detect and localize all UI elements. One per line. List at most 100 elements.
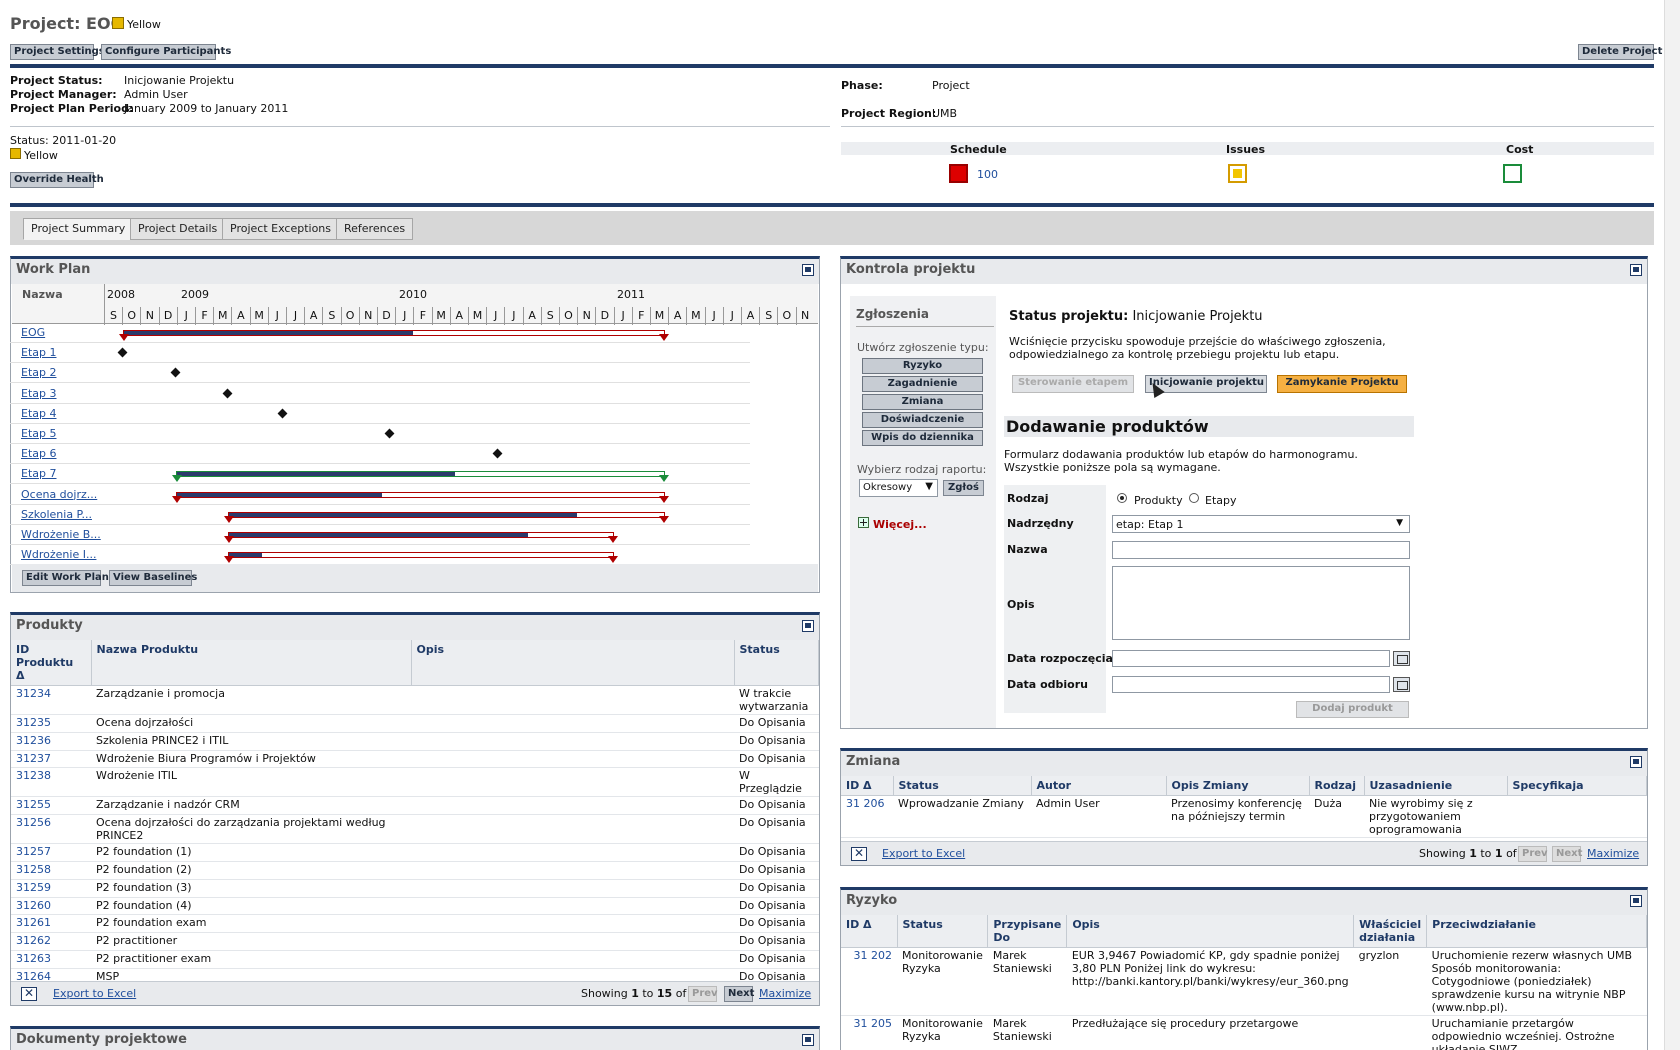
inicjowanie-projektu-button[interactable]: Inicjowanie projektu	[1145, 375, 1267, 393]
report-select[interactable]: Okresowy ▼	[859, 479, 938, 497]
gantt-bar[interactable]	[118, 330, 670, 341]
gantt-task-link[interactable]: Etap 4	[21, 406, 57, 420]
next-button[interactable]: Next	[724, 986, 754, 1002]
tab-references[interactable]: References	[336, 218, 414, 240]
zmiana-col-header[interactable]: Status	[893, 776, 1032, 796]
ryzyko-button[interactable]: Ryzyko	[862, 358, 983, 374]
project-settings-button[interactable]: Project Settings	[10, 44, 105, 60]
milestone-icon[interactable]	[277, 408, 288, 419]
calendar-icon[interactable]	[1393, 651, 1410, 666]
maximize-icon[interactable]	[1630, 756, 1642, 768]
radio-produkty[interactable]	[1117, 493, 1127, 503]
table-row[interactable]: 31260 P2 foundation (4) Do Opisania	[11, 897, 819, 916]
risk-id-link[interactable]: 31 202	[841, 947, 897, 1016]
product-id-link[interactable]: 31262	[11, 932, 91, 951]
zglos-button[interactable]: Zgłoś	[943, 480, 984, 496]
ryzyko-col-header[interactable]: Właściciel działania	[1353, 915, 1428, 948]
table-row[interactable]: 31262 P2 practitioner Do Opisania	[11, 932, 819, 951]
gantt-task-link[interactable]: Ocena dojrz...	[21, 487, 98, 501]
gantt-bar[interactable]	[224, 511, 670, 523]
product-id-link[interactable]: 31261	[11, 914, 91, 934]
milestone-icon[interactable]	[385, 428, 395, 439]
vertical-scrollbar[interactable]	[1664, 0, 1680, 1050]
sterowanie-etapem-button[interactable]: Sterowanie etapem	[1012, 375, 1134, 393]
milestone-icon[interactable]	[223, 388, 233, 399]
milestone-icon[interactable]	[492, 448, 503, 459]
milestone-icon[interactable]	[170, 367, 181, 378]
table-row[interactable]: 31 205 Monitorowanie Ryzyka Marek Staniews…	[841, 1015, 1647, 1050]
tab-project-details[interactable]: Project Details	[130, 218, 226, 240]
product-id-link[interactable]: 31258	[11, 861, 91, 880]
col-status[interactable]: Status	[734, 640, 819, 686]
zmiana-col-header[interactable]: Specyfikaja	[1507, 776, 1647, 796]
delete-project-button[interactable]: Delete Project	[1578, 44, 1662, 60]
zagadnienie-button[interactable]: Zagadnienie	[862, 376, 983, 392]
table-row[interactable]: 31236 Szkolenia PRINCE2 i ITIL Do Opisania	[11, 732, 819, 751]
ryzyko-col-header[interactable]: Status	[897, 915, 989, 948]
odbior-date-input[interactable]	[1112, 676, 1390, 693]
prev-button[interactable]: Prev	[688, 986, 718, 1002]
gantt-task-link[interactable]: Etap 3	[21, 386, 57, 400]
ryzyko-col-header[interactable]: Przypisane Do	[987, 915, 1068, 948]
gantt-task-link[interactable]: EOG	[21, 326, 46, 339]
tab-project-summary[interactable]: Project Summary	[23, 218, 134, 240]
zamykanie-projektu-button[interactable]: Zamykanie Projektu	[1277, 375, 1407, 393]
schedule-value-link[interactable]: 100	[977, 168, 998, 181]
gantt-bar[interactable]	[224, 532, 619, 543]
excel-icon[interactable]	[851, 846, 867, 861]
gantt-bar[interactable]	[171, 491, 670, 503]
product-id-link[interactable]: 31236	[11, 732, 91, 751]
product-id-link[interactable]: 31259	[11, 879, 91, 898]
change-id-link[interactable]: 31 206	[841, 795, 893, 838]
table-row[interactable]: 31259 P2 foundation (3) Do Opisania	[11, 879, 819, 898]
table-row[interactable]: 31238 Wdrożenie ITIL W Przeglądzie	[11, 767, 819, 798]
product-id-link[interactable]: 31235	[11, 714, 91, 733]
dodaj-produkt-button[interactable]: Dodaj produkt	[1296, 701, 1409, 718]
override-health-button[interactable]: Override Health	[10, 172, 104, 188]
product-id-link[interactable]: 31238	[11, 767, 91, 798]
tab-project-exceptions[interactable]: Project Exceptions	[222, 218, 339, 240]
ryzyko-col-header[interactable]: Przeciwdziałanie	[1426, 915, 1647, 948]
gantt-task-link[interactable]: Wdrożenie I...	[21, 548, 97, 562]
table-row[interactable]: 31255 Zarządzanie i nadzór CRM Do Opisania	[11, 796, 819, 816]
expand-icon[interactable]	[858, 517, 869, 528]
opis-textarea[interactable]	[1112, 566, 1410, 640]
export-excel-link[interactable]: Export to Excel	[53, 987, 137, 1000]
product-id-link[interactable]: 31234	[11, 685, 91, 715]
maximize-icon[interactable]	[802, 1034, 814, 1046]
doswiadczenie-button[interactable]: Doświadczenie	[862, 412, 983, 428]
product-id-link[interactable]: 31263	[11, 950, 91, 969]
maximize-icon[interactable]	[1630, 264, 1642, 276]
maximize-icon[interactable]	[802, 620, 814, 632]
table-row[interactable]: 31258 P2 foundation (2) Do Opisania	[11, 861, 819, 880]
milestone-icon[interactable]	[117, 347, 128, 358]
gantt-task-link[interactable]: Wdrożenie B...	[21, 528, 101, 541]
maximize-link[interactable]: Maximize	[1587, 847, 1640, 860]
product-id-link[interactable]: 31256	[11, 814, 91, 845]
more-link[interactable]: Więcej...	[873, 518, 927, 531]
gantt-task-link[interactable]: Etap 5	[21, 427, 57, 440]
ryzyko-col-header[interactable]: ID Δ	[841, 915, 898, 948]
col-nazwa-produktu[interactable]: Nazwa Produktu	[91, 640, 412, 686]
radio-etapy[interactable]	[1189, 493, 1199, 503]
zmiana-col-header[interactable]: Autor	[1031, 776, 1167, 796]
maximize-icon[interactable]	[802, 264, 814, 276]
gantt-task-link[interactable]: Etap 7	[21, 467, 57, 481]
nazwa-input[interactable]	[1112, 541, 1410, 559]
table-row[interactable]: 31263 P2 practitioner exam Do Opisania	[11, 950, 819, 969]
zmiana-col-header[interactable]: Opis Zmiany	[1166, 776, 1310, 796]
excel-icon[interactable]	[21, 986, 37, 1001]
gantt-task-link[interactable]: Etap 6	[21, 447, 57, 461]
gantt-bar[interactable]	[171, 471, 670, 483]
ryzyko-col-header[interactable]: Opis	[1066, 915, 1355, 948]
table-row[interactable]: 31257 P2 foundation (1) Do Opisania	[11, 843, 819, 862]
risk-id-link[interactable]: 31 205	[841, 1015, 897, 1050]
calendar-icon[interactable]	[1393, 677, 1410, 692]
product-id-link[interactable]: 31260	[11, 897, 91, 916]
table-row[interactable]: 31237 Wdrożenie Biura Programów i Projekt…	[11, 750, 819, 769]
gantt-task-link[interactable]: Etap 1	[21, 346, 57, 360]
table-row[interactable]: 31261 P2 foundation exam Do Opisania	[11, 914, 819, 934]
zmiana-col-header[interactable]: Rodzaj	[1309, 776, 1365, 796]
zmiana-col-header[interactable]: Uzasadnienie	[1364, 776, 1508, 796]
maximize-icon[interactable]	[1630, 895, 1642, 907]
